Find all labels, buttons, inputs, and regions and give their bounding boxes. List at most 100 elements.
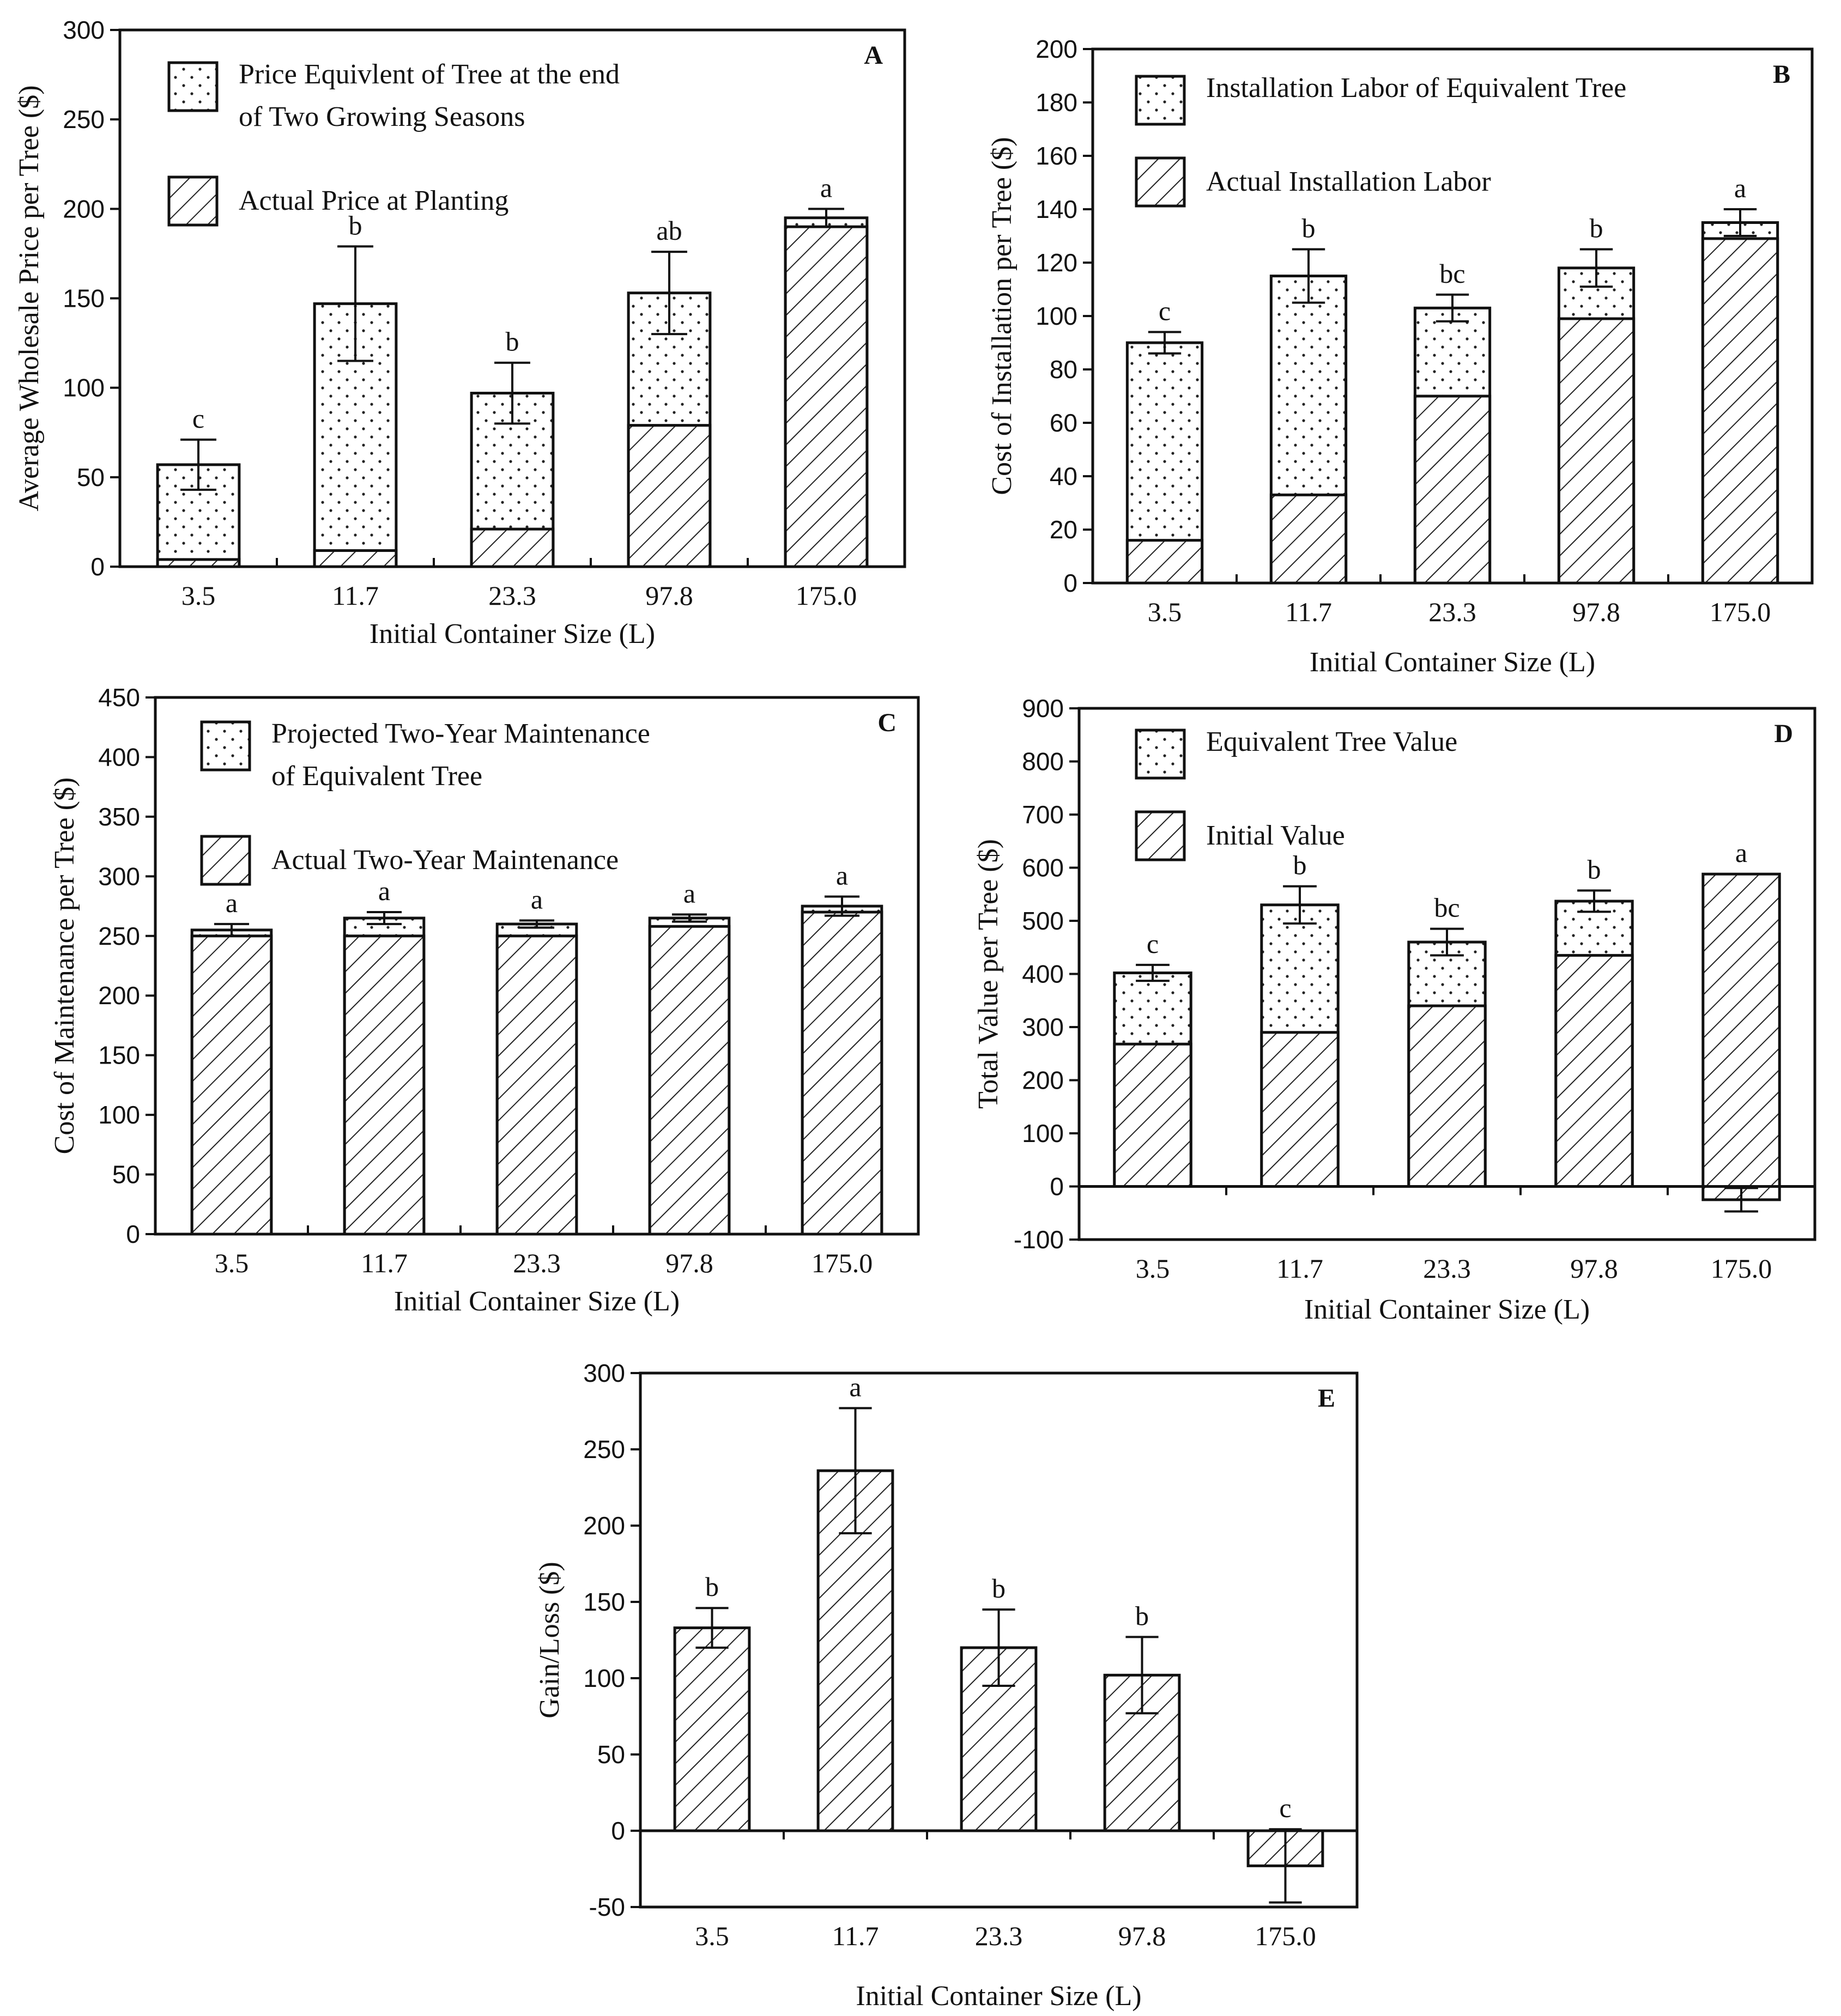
y-tick-label: 300 — [98, 862, 140, 890]
y-tick-label: 0 — [611, 1817, 625, 1845]
legend-label: Equivalent Tree Value — [1206, 726, 1457, 757]
y-tick-label: 300 — [1022, 1013, 1064, 1041]
y-tick-label: 50 — [112, 1161, 140, 1189]
y-tick-label: 180 — [1035, 88, 1077, 117]
legend-swatch-hatched — [1135, 810, 1186, 861]
significance-letter: a — [531, 884, 543, 914]
y-tick-label: 200 — [1035, 35, 1077, 63]
significance-letter: a — [683, 878, 695, 908]
y-tick-label: 200 — [583, 1511, 625, 1540]
chart-panel-e: -50 0 50 100 150 200 250 300 3.5 11.7 23.3 97.8 175.… — [534, 1359, 1359, 2012]
significance-letter: b — [1590, 213, 1603, 244]
x-tick-label: 97.8 — [645, 580, 693, 611]
legend-label: of Two Growing Seasons — [239, 101, 525, 132]
significance-letter: b — [506, 326, 519, 357]
significance-letter: a — [226, 888, 238, 918]
bar-hatched — [1269, 493, 1348, 585]
y-tick-label: 150 — [98, 1041, 140, 1070]
y-tick-label: 200 — [63, 195, 105, 223]
x-axis-title: Initial Container Size (L) — [856, 1981, 1141, 2012]
y-tick-label: 100 — [63, 374, 105, 402]
x-tick-label: 175.0 — [1710, 597, 1771, 627]
y-axis-title: Cost of Installation per Tree ($) — [986, 137, 1018, 495]
x-tick-label: 23.3 — [513, 1248, 561, 1278]
bar-hatched — [495, 934, 578, 1236]
x-axis-title: Initial Container Size (L) — [370, 618, 655, 649]
x-tick-label: 3.5 — [695, 1921, 729, 1951]
y-tick-label: 250 — [98, 922, 140, 950]
panel-label: E — [1318, 1384, 1335, 1413]
x-tick-label: 97.8 — [1572, 597, 1620, 627]
y-tick-label: 100 — [583, 1664, 625, 1692]
x-tick-label: 11.7 — [361, 1248, 408, 1278]
y-tick-label: 300 — [583, 1359, 625, 1387]
significance-letter: b — [992, 1573, 1006, 1604]
bar-hatched — [1260, 1031, 1340, 1188]
x-axis-title: Initial Container Size (L) — [394, 1286, 680, 1317]
y-tick-label: -100 — [1014, 1225, 1064, 1254]
y-tick-label: 0 — [1050, 1173, 1064, 1201]
panel-label: C — [877, 708, 897, 737]
chart-panel-a: 0 50 100 150 200 250 300 3.5 11.7 23.3 97.8 175.0 In… — [14, 16, 906, 649]
bar-hatched — [673, 1626, 751, 1832]
y-tick-label: 600 — [1022, 854, 1064, 882]
legend-swatch-hatched — [167, 175, 219, 227]
bar-hatched — [470, 527, 555, 568]
y-tick-label: 40 — [1050, 462, 1077, 490]
chart-panel-c: 0 50 100 150 200 250 300 350 400 450 3.5 11.7 23.3 97… — [49, 683, 920, 1317]
legend-label: of Equivalent Tree — [271, 761, 482, 792]
panel-label: A — [864, 41, 883, 70]
significance-letter: c — [1147, 928, 1159, 959]
y-tick-label: 400 — [1022, 960, 1064, 988]
bar-hatched — [1407, 1004, 1487, 1188]
x-tick-label: 3.5 — [181, 580, 216, 611]
bar-hatched — [1113, 1042, 1192, 1188]
y-tick-label: 80 — [1050, 355, 1077, 384]
legend-label: Price Equivlent of Tree at the end — [239, 59, 620, 90]
x-tick-label: 175.0 — [796, 580, 857, 611]
panel-label: D — [1774, 719, 1793, 748]
significance-letter: b — [1302, 213, 1316, 244]
bar-hatched — [313, 549, 398, 568]
significance-letter: a — [849, 1371, 861, 1402]
x-tick-label: 23.3 — [975, 1921, 1023, 1951]
x-tick-label: 97.8 — [1118, 1921, 1166, 1951]
y-tick-label: 120 — [1035, 248, 1077, 277]
bar-hatched — [627, 424, 712, 568]
significance-letter: bc — [1434, 892, 1460, 923]
bar-hatched — [1125, 539, 1204, 585]
x-axis-title: Initial Container Size (L) — [1310, 647, 1595, 678]
x-tick-label: 23.3 — [488, 580, 536, 611]
legend-swatch-dotted — [1135, 728, 1186, 780]
y-tick-label: 0 — [90, 552, 105, 581]
y-tick-label: 300 — [63, 16, 105, 44]
significance-letter: b — [1135, 1600, 1149, 1631]
x-tick-label: 3.5 — [1148, 597, 1182, 627]
bar-hatched — [801, 910, 883, 1236]
y-tick-label: 250 — [583, 1435, 625, 1464]
bar-hatched — [1557, 317, 1636, 585]
y-tick-label: 350 — [98, 803, 140, 831]
y-tick-label: 0 — [1063, 569, 1077, 597]
bar-hatched — [156, 558, 241, 568]
legend-label: Actual Installation Labor — [1206, 166, 1491, 197]
y-axis-title: Cost of Maintenance per Tree ($) — [49, 778, 80, 1155]
y-tick-label: 100 — [98, 1101, 140, 1129]
y-tick-label: 500 — [1022, 907, 1064, 935]
legend-swatch-dotted — [167, 61, 219, 112]
bar-hatched — [1701, 237, 1779, 585]
x-tick-label: 97.8 — [665, 1248, 713, 1278]
legend-swatch-hatched — [1135, 156, 1186, 208]
legend-label: Initial Value — [1206, 820, 1345, 851]
chart-panel-b: 0 20 40 60 80 100 120 140 160 180 200 3.5 11.7 23.3 97… — [986, 35, 1814, 678]
significance-letter: c — [1279, 1793, 1291, 1823]
y-axis-title: Total Value per Tree ($) — [973, 839, 1004, 1109]
significance-letter: a — [1734, 173, 1746, 203]
bar-hatched — [1701, 872, 1781, 1188]
significance-letter: b — [705, 1571, 719, 1602]
x-tick-label: 23.3 — [1428, 597, 1476, 627]
y-tick-label: 200 — [98, 981, 140, 1010]
bar-hatched — [343, 934, 426, 1236]
legend-label: Actual Price at Planting — [239, 185, 508, 216]
y-tick-label: 400 — [98, 743, 140, 771]
